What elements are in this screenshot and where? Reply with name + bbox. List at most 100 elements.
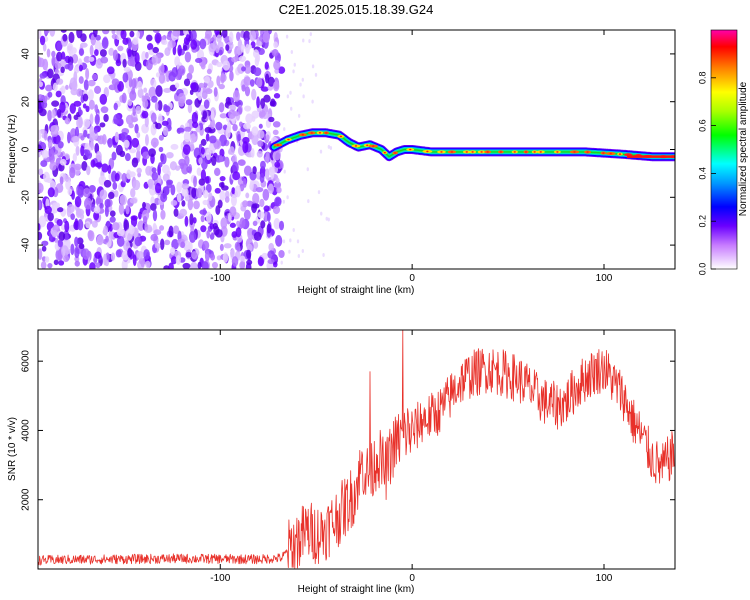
noise-blob [67, 204, 75, 214]
noise-blob [81, 161, 88, 171]
noise-blob [212, 40, 217, 51]
noise-blob [218, 182, 224, 188]
y-tick-label: 4000 [21, 419, 32, 442]
noise-blob [229, 206, 237, 217]
noise-blob [293, 62, 296, 67]
noise-blob [38, 94, 44, 101]
noise-blob [258, 123, 263, 129]
noise-blob [41, 245, 47, 252]
noise-blob [253, 241, 259, 249]
noise-blob [171, 66, 179, 78]
noise-blob [311, 99, 314, 104]
noise-blob [150, 112, 157, 123]
noise-blob [218, 102, 225, 113]
colorbar-tick-label: 0.0 [697, 263, 707, 276]
noise-blob [114, 131, 119, 143]
noise-blob [214, 30, 220, 36]
noise-blob [112, 49, 119, 61]
noise-blob [212, 222, 218, 230]
noise-blob [71, 135, 80, 143]
noise-blob [160, 39, 168, 46]
noise-blob [211, 155, 217, 167]
noise-blob [205, 183, 212, 193]
noise-blob [38, 30, 42, 40]
noise-blob [276, 197, 282, 205]
signal-core [602, 152, 605, 154]
noise-blob [145, 134, 149, 146]
noise-blob [210, 109, 215, 121]
noise-blob [48, 148, 55, 161]
noise-blob [163, 265, 170, 269]
noise-blob [63, 255, 69, 263]
noise-blob [190, 261, 198, 269]
noise-blob [127, 99, 133, 106]
noise-blob [123, 219, 130, 232]
noise-blob [275, 177, 280, 184]
noise-blob [249, 179, 254, 191]
noise-blob [123, 139, 130, 148]
noise-blob [53, 134, 61, 145]
noise-blob [74, 236, 79, 247]
noise-blob [86, 165, 91, 176]
noise-blob [216, 61, 223, 68]
noise-blob [80, 145, 85, 157]
noise-blob [89, 113, 94, 125]
noise-blob [185, 34, 190, 42]
noise-blob [120, 131, 128, 138]
colorbar-label: Normalized spectral amplitude [738, 81, 749, 216]
noise-blob [73, 71, 78, 83]
noise-blob [225, 44, 230, 51]
noise-blob [260, 98, 266, 109]
noise-blob [145, 59, 153, 71]
noise-blob [125, 228, 133, 241]
noise-blob [224, 196, 230, 203]
noise-blob [181, 187, 189, 198]
noise-blob [231, 187, 236, 195]
noise-blob [180, 241, 186, 249]
noise-blob [327, 144, 331, 149]
noise-blob [99, 189, 108, 200]
noise-blob [170, 256, 177, 265]
noise-blob [243, 76, 251, 87]
noise-blob [222, 60, 231, 71]
noise-blob [123, 240, 131, 252]
noise-blob [137, 80, 143, 91]
noise-blob [95, 262, 101, 269]
noise-blob [282, 239, 286, 244]
noise-blob [136, 251, 144, 259]
noise-blob [152, 209, 158, 222]
signal-track [269, 128, 675, 162]
noise-blob [136, 131, 141, 139]
noise-blob [88, 56, 95, 62]
noise-blob [158, 146, 164, 153]
noise-blob [184, 51, 192, 63]
colorbar-gradient [710, 29, 738, 270]
noise-blob [317, 190, 321, 195]
snr-frame [37, 329, 676, 570]
noise-blob [145, 51, 149, 59]
noise-blob [229, 222, 236, 228]
noise-blob [38, 56, 42, 68]
noise-blob [158, 72, 166, 84]
noise-blob [147, 43, 154, 51]
noise-blob [77, 219, 84, 231]
noise-blob [58, 260, 65, 266]
noise-blob [64, 174, 70, 182]
snr-y-ticks: 2000 4000 6000 [21, 350, 675, 511]
noise-blob [95, 34, 101, 41]
noise-blob [289, 90, 292, 95]
noise-blob [150, 137, 159, 148]
noise-blob [69, 166, 76, 179]
noise-blob [88, 99, 95, 110]
noise-blob [273, 93, 281, 99]
noise-blob [108, 84, 117, 91]
noise-blob [51, 56, 56, 67]
noise-blob [193, 175, 197, 188]
signal-core [618, 153, 622, 155]
noise-blob [243, 209, 251, 220]
x-tick-label: 100 [596, 573, 613, 584]
noise-blob [314, 72, 318, 77]
noise-blob [155, 182, 162, 194]
noise-blob [275, 235, 283, 247]
noise-blob [56, 108, 62, 118]
